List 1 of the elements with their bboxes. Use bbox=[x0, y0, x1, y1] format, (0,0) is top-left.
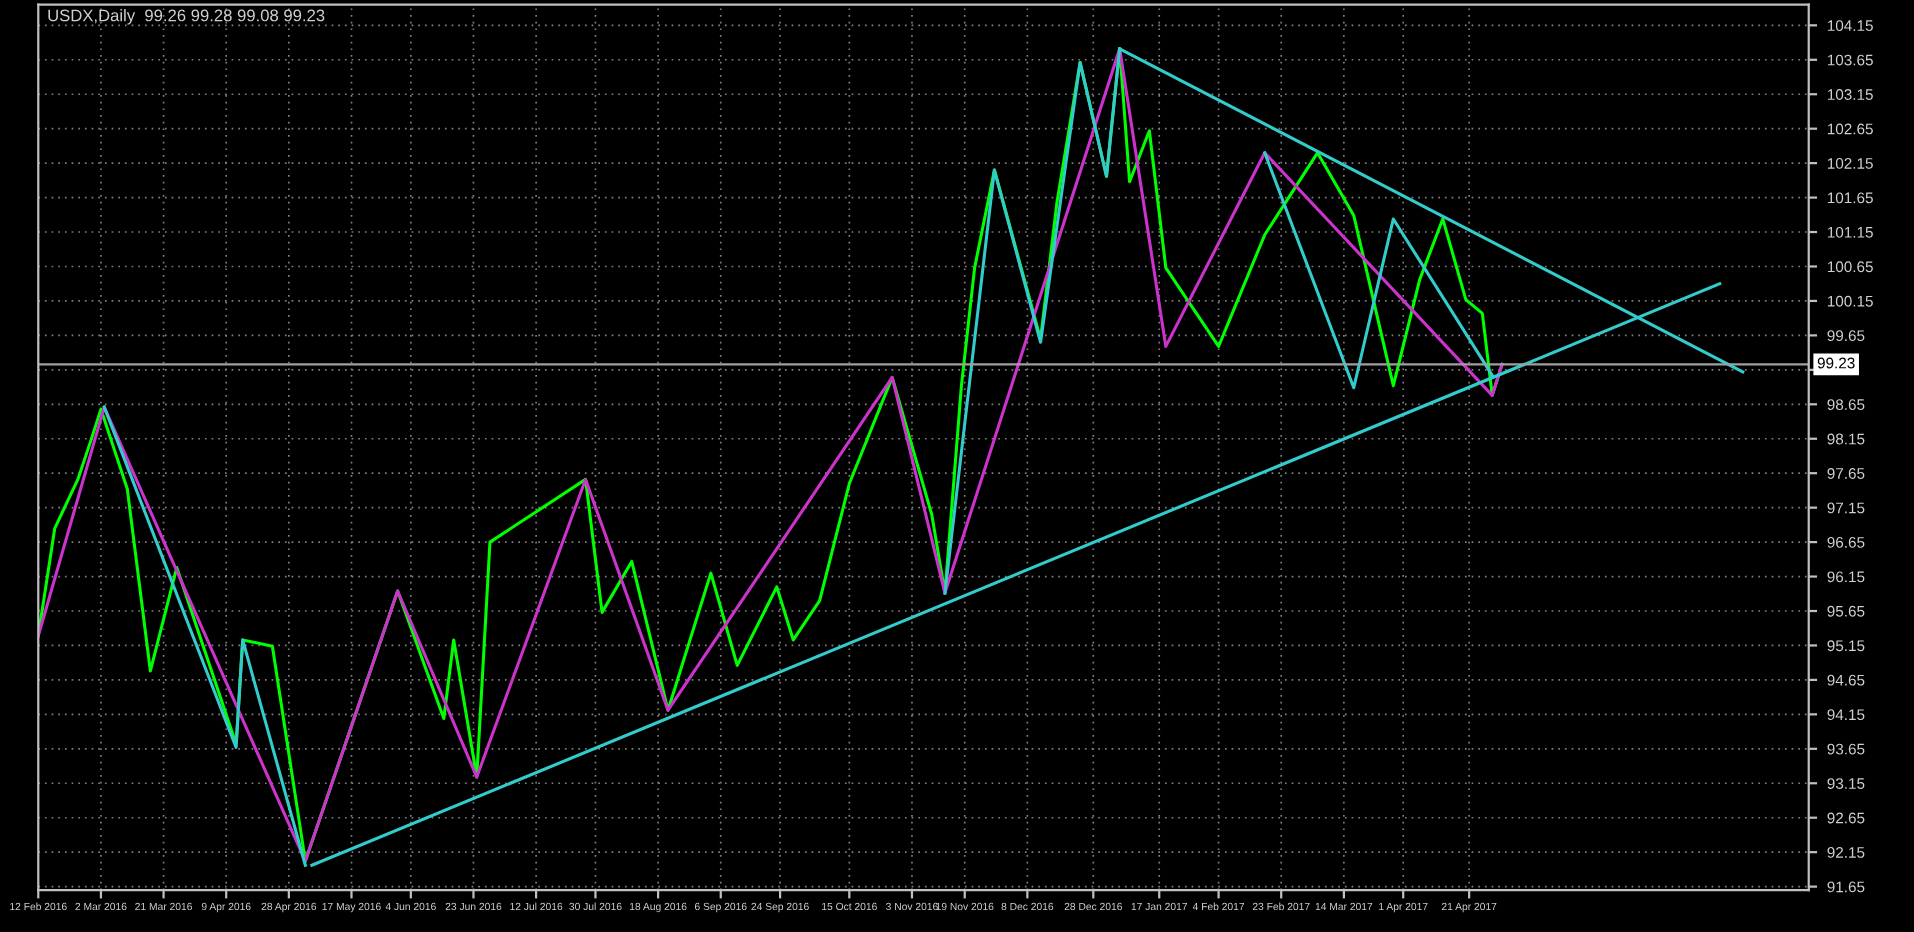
chart-title: USDX,Daily 99.26 99.28 99.08 99.23 bbox=[48, 9, 325, 25]
